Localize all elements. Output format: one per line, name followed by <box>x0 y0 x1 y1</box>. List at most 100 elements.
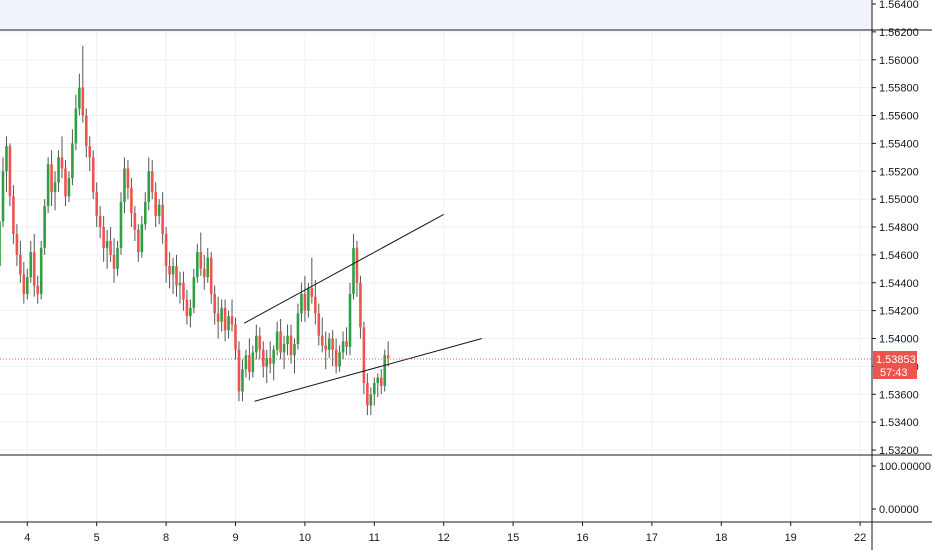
price-tick-label: 1.56000 <box>879 55 919 67</box>
price-tick-label: 1.54000 <box>879 334 919 346</box>
candle-body-down <box>355 247 359 283</box>
candle-body-down <box>19 254 22 275</box>
candle <box>241 359 244 402</box>
candle-body-down <box>22 274 26 294</box>
candle <box>272 345 275 381</box>
candle <box>84 108 88 158</box>
indicator-tick-label: 0.00000 <box>879 504 919 516</box>
time-tick-label: 18 <box>715 532 727 544</box>
candle-body-down <box>154 192 157 216</box>
time-tick-label: 11 <box>369 532 380 544</box>
candle-body-up <box>255 335 258 353</box>
candle-body-down <box>366 383 369 406</box>
candle <box>376 373 380 398</box>
candle-body-down <box>182 282 185 300</box>
candle-body-down <box>279 331 282 353</box>
time-axis[interactable]: 4 5 8 9 10 11 12 15 16 17 18 19 22 <box>24 522 866 544</box>
candle-body-down <box>345 341 348 347</box>
candle <box>67 171 71 202</box>
candle-body-down <box>98 215 102 227</box>
trendline-upper[interactable] <box>243 214 444 324</box>
candle-body-up <box>116 247 119 269</box>
candle <box>164 227 168 283</box>
candle <box>275 321 279 356</box>
candle-body-down <box>137 229 140 253</box>
candle-body-up <box>119 201 123 248</box>
candle-body-up <box>196 252 199 278</box>
candle <box>209 252 213 304</box>
time-tick-label: 4 <box>24 532 30 544</box>
candle <box>282 335 286 370</box>
candle <box>81 45 85 123</box>
candle-body-down <box>359 282 362 328</box>
candle-body-up <box>296 313 300 345</box>
candle-body-up <box>171 266 175 275</box>
candle <box>43 199 46 255</box>
last-price-tag: 1.53853 57:43 <box>873 350 917 379</box>
price-axis[interactable]: 1.56400 1.56200 1.56000 1.55800 1.55600 1.554… <box>872 0 919 457</box>
candle-body-down <box>95 192 98 216</box>
candle <box>255 324 258 360</box>
candle-body-up <box>286 335 289 345</box>
candle <box>237 341 241 402</box>
candle <box>15 224 19 267</box>
price-tick-label: 1.56200 <box>879 27 919 39</box>
candle <box>296 303 300 350</box>
candle <box>19 240 22 283</box>
candle <box>74 94 78 151</box>
candle-body-down <box>216 313 220 322</box>
candle-body-up <box>282 344 286 353</box>
candle <box>348 282 352 356</box>
candle <box>227 310 230 339</box>
indicator-axis: 100.00000 0.00000 <box>872 461 931 516</box>
price-tick-label: 1.54400 <box>879 278 919 290</box>
candle-body-down <box>130 187 133 214</box>
candle <box>22 261 26 304</box>
candle-body-down <box>331 338 334 350</box>
candle-body-down <box>133 213 137 230</box>
candle <box>60 136 64 179</box>
candle-body-up <box>53 182 57 193</box>
top-band <box>0 0 872 30</box>
candle <box>265 349 269 384</box>
time-tick-label: 12 <box>438 532 450 544</box>
candle-body-up <box>1 171 5 222</box>
candle-body-up <box>123 168 126 202</box>
candle-body-down <box>324 345 328 350</box>
trendlines-layer[interactable] <box>243 214 483 402</box>
candle <box>102 215 105 262</box>
candle <box>206 247 210 283</box>
candle <box>202 254 206 290</box>
candle-body-up <box>39 247 43 294</box>
last-price-tag-bg <box>873 350 917 379</box>
candle <box>341 331 345 360</box>
candle <box>386 341 390 367</box>
candle-body-down <box>199 252 203 269</box>
candle <box>261 341 265 378</box>
candle <box>331 330 334 367</box>
candle-body-down <box>386 355 390 359</box>
candle <box>345 327 348 356</box>
candle <box>369 387 373 416</box>
candle-body-up <box>29 252 33 278</box>
candle <box>366 373 369 416</box>
grid-layer <box>0 0 872 522</box>
trendline-lower[interactable] <box>254 338 483 402</box>
candle <box>105 229 109 269</box>
candle <box>154 182 157 227</box>
candle-body-down <box>223 307 227 331</box>
candle <box>268 341 272 374</box>
price-tick-label: 1.54200 <box>879 306 919 318</box>
candle <box>140 215 144 258</box>
candle <box>314 279 317 325</box>
time-tick-label: 10 <box>299 532 311 544</box>
candle-body-up <box>74 108 78 144</box>
price-tick-label: 1.55200 <box>879 166 919 178</box>
candle <box>189 299 192 328</box>
candle-body-down <box>230 316 234 325</box>
price-tick-label: 1.54600 <box>879 250 919 262</box>
candle <box>26 268 29 300</box>
